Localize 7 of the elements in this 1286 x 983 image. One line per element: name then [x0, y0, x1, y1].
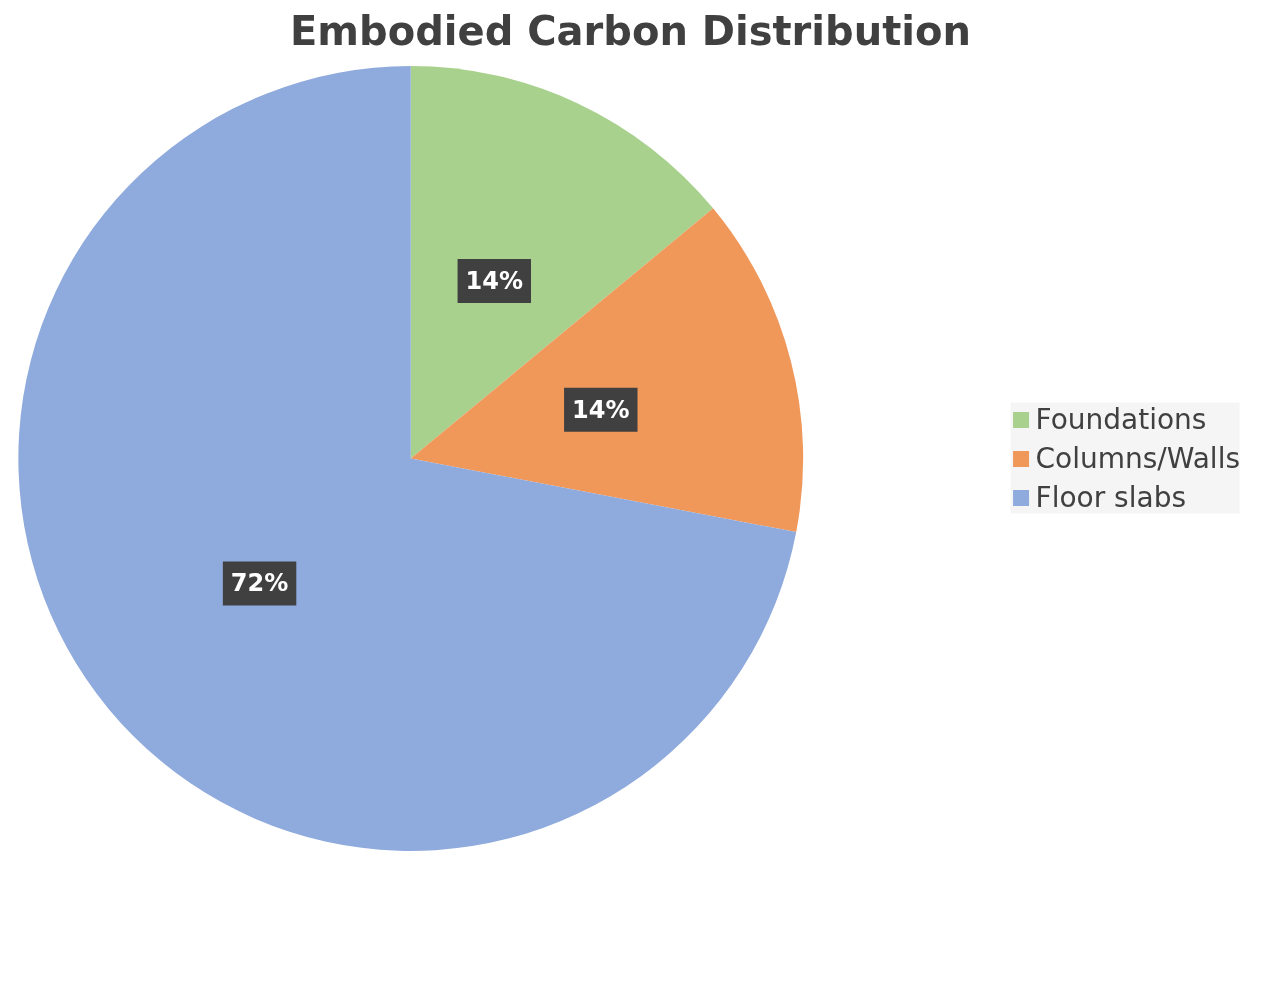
data-label: 72% [230, 569, 289, 598]
chart-title: Embodied Carbon Distribution [290, 7, 971, 54]
data-label: 14% [572, 395, 630, 424]
data-label: 14% [465, 267, 524, 296]
legend-label: Foundations [1035, 402, 1207, 436]
legend-label: Columns/Walls [1035, 441, 1240, 475]
legend-label: Floor slabs [1035, 480, 1186, 514]
